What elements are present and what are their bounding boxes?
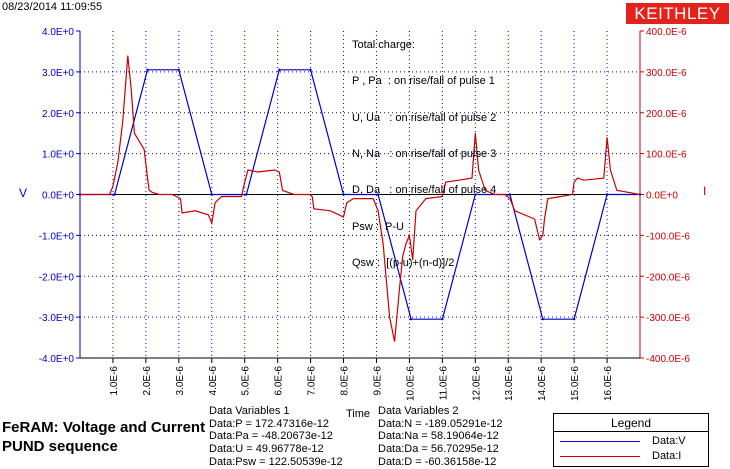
y-right-tick-label: -100.0E-6 bbox=[646, 231, 690, 242]
legend: Legend Data:V Data:I bbox=[553, 413, 709, 467]
y-left-tick-label: 0.0E+0 bbox=[42, 191, 74, 202]
x-tick-label: 13.0E-6 bbox=[504, 366, 515, 401]
annotation-line: N, Na : on rise/fall of pulse 3 bbox=[352, 148, 497, 161]
data-variable: Data:U = 49.96778e-12 bbox=[209, 443, 324, 456]
legend-item-voltage: Data:V bbox=[560, 435, 702, 447]
y-left-tick-label: 1.0E+0 bbox=[42, 150, 74, 161]
legend-swatch-current bbox=[560, 456, 640, 457]
data-point-voltage bbox=[342, 193, 345, 196]
annotation-line: D, Da : on rise/fall of pulse 4 bbox=[352, 184, 497, 197]
data-point-voltage bbox=[474, 193, 477, 196]
x-tick-label: 16.0E-6 bbox=[603, 366, 614, 401]
data-point-voltage bbox=[409, 317, 413, 321]
annotation-line: Total charge: bbox=[352, 39, 415, 52]
y-left-tick-label: -3.0E+0 bbox=[39, 313, 75, 324]
y-right-tick-label: 100.0E-6 bbox=[646, 150, 687, 161]
chart-title: FeRAM: Voltage and Current bbox=[2, 419, 206, 436]
data-point-voltage bbox=[113, 193, 116, 196]
y-right-tick-label: 200.0E-6 bbox=[646, 109, 687, 120]
data-point-voltage bbox=[376, 193, 380, 196]
legend-swatch-voltage bbox=[560, 441, 640, 442]
data-point-voltage bbox=[245, 193, 248, 196]
data-variable: Data:Da = 56.70295e-12 bbox=[378, 443, 499, 456]
data-variables-2-header: Data Variables 2 bbox=[378, 405, 459, 417]
x-tick-label: 14.0E-6 bbox=[537, 366, 548, 401]
y-left-tick-label: 2.0E+0 bbox=[42, 109, 74, 120]
x-tick-label: 10.0E-6 bbox=[405, 366, 416, 401]
y-right-tick-label: -200.0E-6 bbox=[646, 272, 690, 283]
legend-label-voltage: Data:V bbox=[652, 435, 686, 447]
legend-item-current: Data:I bbox=[560, 450, 702, 462]
data-point-voltage bbox=[508, 193, 512, 196]
y-left-tick-label: -1.0E+0 bbox=[39, 231, 75, 242]
x-axis-label: Time bbox=[346, 408, 371, 420]
legend-title: Legend bbox=[610, 416, 652, 430]
x-tick-label: 12.0E-6 bbox=[471, 366, 482, 401]
data-point-voltage bbox=[146, 68, 149, 72]
x-tick-label: 11.0E-6 bbox=[438, 366, 449, 401]
keithley-logo: KEITHLEY bbox=[626, 3, 729, 24]
data-point-voltage bbox=[210, 193, 213, 196]
series-line-voltage bbox=[80, 69, 640, 320]
data-variable: Data:Na = 58.19064e-12 bbox=[378, 430, 499, 443]
y-right-tick-label: 400.0E-6 bbox=[646, 27, 687, 38]
data-variables-2: Data Variables 2 Data:N = -189.05291e-12… bbox=[378, 405, 502, 468]
y-right-tick-label: 0.0E+0 bbox=[646, 191, 678, 202]
annotation-line: U, Ua : on rise/fall of pulse 2 bbox=[352, 111, 497, 124]
y-right-tick-label: -300.0E-6 bbox=[646, 313, 690, 324]
data-variables-1: Data Variables 1 Data:P = 172.47316e-12 … bbox=[209, 405, 343, 468]
annotation-line: P , Pa : on rise/fall of pulse 1 bbox=[352, 75, 495, 88]
y-left-tick-label: 4.0E+0 bbox=[42, 27, 74, 38]
data-variable: Data:Psw = 122.50539e-12 bbox=[209, 455, 343, 468]
y-right-tick-label: -400.0E-6 bbox=[646, 354, 690, 365]
data-variable: Data:D = -60.36158e-12 bbox=[378, 455, 497, 468]
x-tick-label: 6.0E-6 bbox=[274, 366, 285, 396]
data-point-voltage bbox=[541, 317, 545, 321]
data-variable: Data:N = -189.05291e-12 bbox=[378, 417, 503, 430]
x-tick-label: 1.0E-6 bbox=[109, 366, 120, 396]
x-tick-label: 4.0E-6 bbox=[208, 366, 219, 396]
y-axis-right-label: I bbox=[703, 184, 707, 198]
data-point-voltage bbox=[572, 317, 576, 321]
data-variable: Data:P = 172.47316e-12 bbox=[209, 417, 329, 430]
data-variable: Data:Pa = -48.20673e-12 bbox=[209, 430, 333, 443]
y-left-tick-label: -4.0E+0 bbox=[39, 354, 75, 365]
x-tick-label: 8.0E-6 bbox=[340, 366, 351, 396]
data-point-voltage bbox=[278, 68, 281, 72]
data-point-voltage bbox=[177, 68, 181, 72]
x-tick-label: 15.0E-6 bbox=[570, 366, 581, 401]
data-point-voltage bbox=[309, 68, 312, 72]
annotation-line: Qsw : [(p-u)+(n-d)]/2 bbox=[352, 256, 455, 269]
x-tick-label: 2.0E-6 bbox=[142, 366, 153, 396]
x-tick-label: 3.0E-6 bbox=[175, 366, 186, 396]
data-point-voltage bbox=[605, 193, 609, 196]
legend-divider bbox=[554, 431, 708, 432]
y-left-tick-label: 3.0E+0 bbox=[42, 68, 74, 79]
y-axis-left-label: V bbox=[19, 186, 28, 200]
annotation-line: Psw : P-U bbox=[352, 220, 404, 233]
x-tick-label: 9.0E-6 bbox=[372, 366, 383, 396]
legend-label-current: Data:I bbox=[652, 450, 682, 462]
chart-subtitle: PUND sequence bbox=[2, 438, 118, 455]
data-point-voltage bbox=[441, 317, 444, 321]
y-right-tick-label: 300.0E-6 bbox=[646, 68, 687, 79]
x-tick-label: 7.0E-6 bbox=[307, 366, 318, 396]
series-line-current bbox=[80, 55, 641, 342]
data-variables-1-header: Data Variables 1 bbox=[209, 405, 290, 417]
annotation-block: Total charge: P , Pa : on rise/fall of p… bbox=[352, 15, 496, 281]
timestamp: 08/23/2014 11:09:55 bbox=[2, 1, 103, 13]
y-left-tick-label: -2.0E+0 bbox=[39, 272, 75, 283]
x-tick-label: 5.0E-6 bbox=[241, 366, 252, 396]
